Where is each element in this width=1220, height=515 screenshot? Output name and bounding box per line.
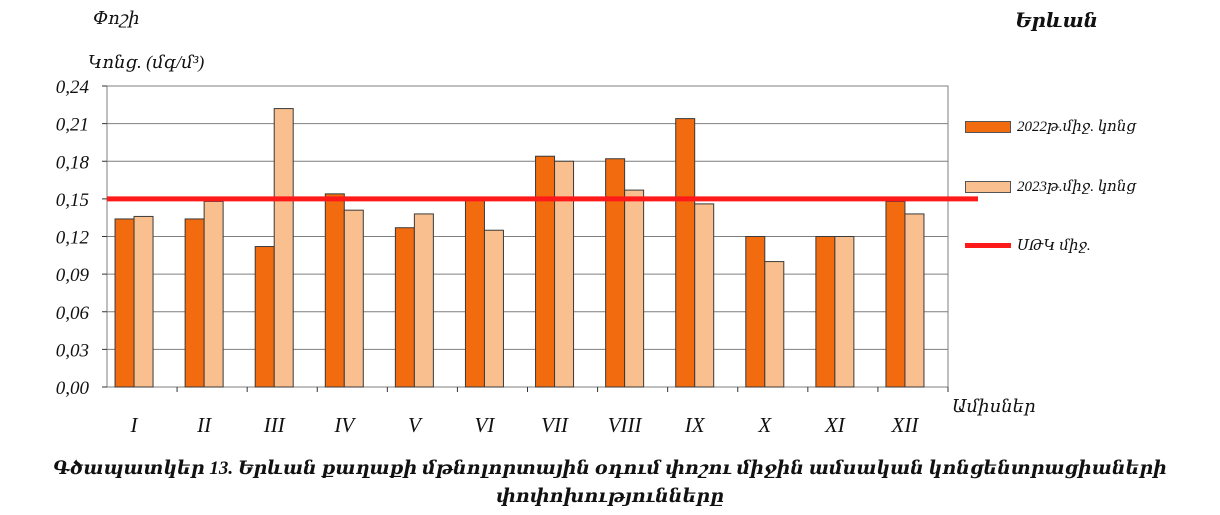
- y-tick-label: 0,12: [56, 228, 90, 249]
- x-tick-label: III: [263, 413, 286, 437]
- bar-2022: [675, 118, 696, 388]
- x-tick-label: VIII: [608, 413, 643, 437]
- tick-labels: 0,000,030,060,090,120,150,180,210,24I II I…: [56, 77, 920, 437]
- bar-2023: [904, 213, 925, 388]
- bar-2023: [764, 261, 785, 388]
- x-tick-label: XI: [824, 413, 846, 437]
- bar-2022: [184, 218, 205, 388]
- bar-2022: [114, 218, 135, 388]
- bar-2022: [394, 227, 415, 388]
- bar-2023: [483, 229, 504, 388]
- y-tick-label: 0,21: [56, 115, 89, 136]
- bar-2023: [694, 203, 715, 388]
- legend-swatch-2022: [965, 120, 1011, 133]
- bar-2023: [273, 108, 294, 388]
- legend-label-2022: 2022թ.միջ. կոնց: [1017, 119, 1137, 135]
- legend-item-limit: ՍԹԿ միջ.: [965, 236, 1091, 255]
- bar-2023: [624, 189, 645, 388]
- bar-2022: [815, 236, 836, 388]
- x-axis-label: Ամիսներ: [952, 396, 1036, 416]
- legend-swatch-limit: [965, 243, 1011, 248]
- x-tick-label: I: [130, 413, 139, 437]
- bar-2023: [413, 213, 434, 388]
- legend-label-2023: 2023թ.միջ. կոնց: [1017, 179, 1137, 195]
- figure-caption-line2: փոփոխությունները: [496, 486, 724, 507]
- x-tick-label: IV: [333, 413, 356, 437]
- bar-2023: [133, 215, 154, 388]
- x-tick-label: II: [196, 413, 212, 437]
- legend-label-limit: ՍԹԿ միջ.: [1017, 238, 1091, 254]
- x-tick-label: VI: [475, 413, 496, 437]
- x-tick-label: X: [757, 413, 772, 437]
- bar-2022: [605, 158, 626, 388]
- legend-item-2022: 2022թ.միջ. կոնց: [965, 117, 1136, 136]
- y-axis-label-line2: Կոնց. (մգ/մ³): [88, 52, 205, 72]
- bar-2023: [554, 160, 575, 388]
- y-tick-label: 0,24: [56, 77, 90, 98]
- bar-2023: [343, 209, 364, 388]
- x-tick-label: VII: [541, 413, 569, 437]
- bar-2022: [535, 155, 556, 388]
- city-title: Երևան: [1015, 10, 1099, 32]
- figure-caption-line1: Գծապատկեր 13. Երևան քաղաքի մթնոլորտային …: [53, 458, 1167, 479]
- y-tick-label: 0,03: [56, 340, 89, 361]
- bar-2022: [885, 200, 906, 388]
- y-axis-label-line1: Փոշի: [93, 8, 140, 28]
- legend-swatch-2023: [965, 180, 1011, 193]
- bars: [114, 108, 925, 388]
- y-tick-label: 0,00: [56, 378, 90, 399]
- legend-item-2023: 2023թ.միջ. կոնց: [965, 177, 1136, 196]
- bar-2023: [834, 236, 855, 388]
- bar-2022: [254, 246, 275, 388]
- x-tick-label: V: [408, 413, 423, 437]
- bar-2022: [324, 193, 345, 388]
- x-tick-label: XII: [891, 413, 920, 437]
- bar-2022: [745, 236, 766, 388]
- y-tick-label: 0,18: [56, 152, 90, 173]
- y-tick-label: 0,09: [56, 265, 90, 286]
- bar-2022: [464, 198, 485, 388]
- x-tick-label: IX: [684, 413, 706, 437]
- y-tick-label: 0,15: [56, 190, 89, 211]
- y-tick-label: 0,06: [56, 303, 90, 324]
- bar-2023: [203, 200, 224, 388]
